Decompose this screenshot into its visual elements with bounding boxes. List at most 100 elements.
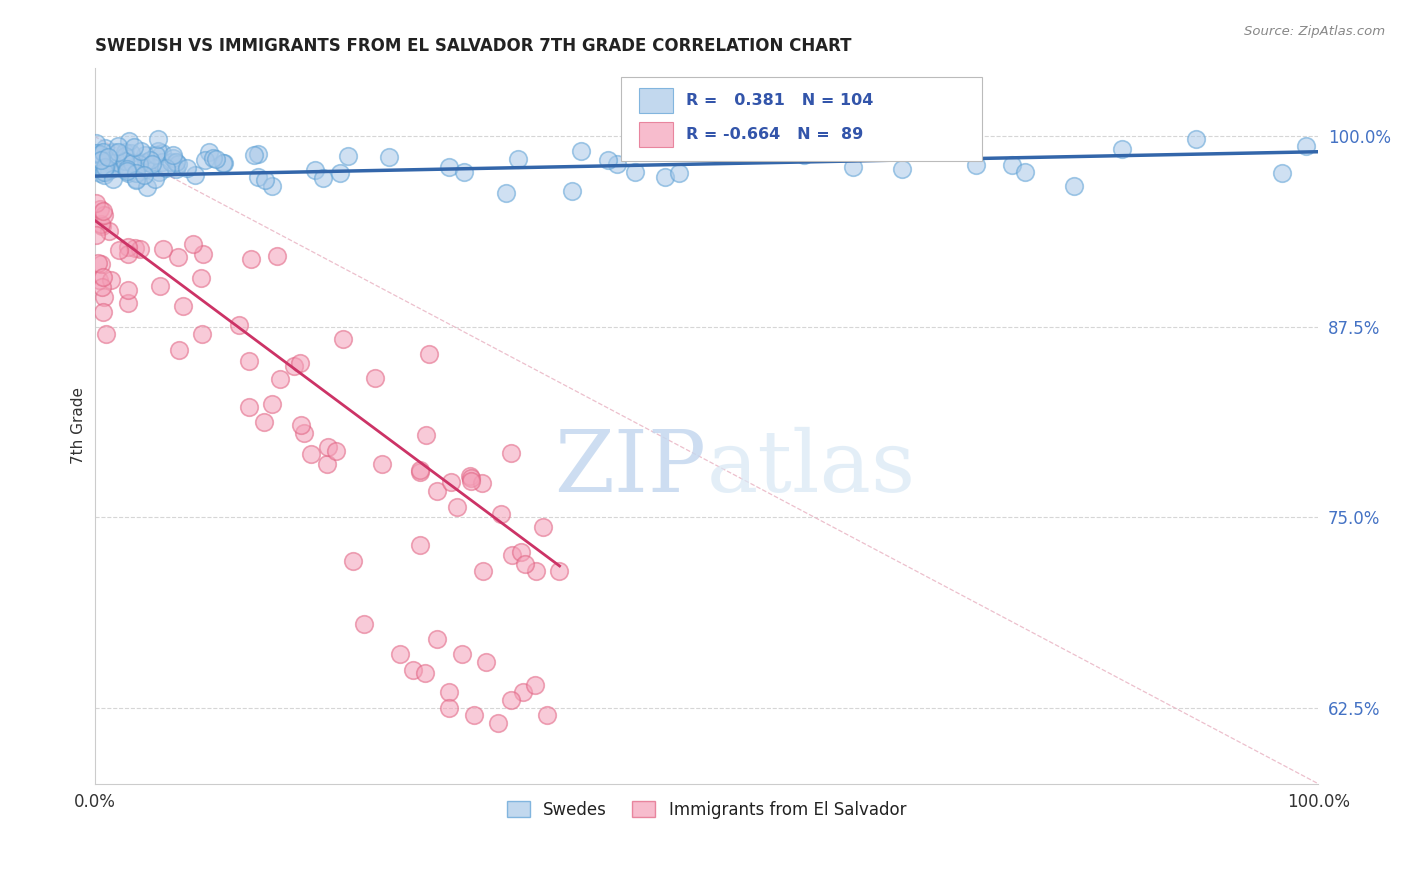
Text: R =   0.381   N = 104: R = 0.381 N = 104 xyxy=(686,94,873,109)
Point xyxy=(342,554,364,568)
Point xyxy=(162,151,184,165)
Text: ZIP: ZIP xyxy=(554,427,706,510)
Point xyxy=(149,279,172,293)
Point xyxy=(108,243,131,257)
Point xyxy=(89,147,111,161)
Point xyxy=(117,295,139,310)
Point xyxy=(94,160,117,174)
Point xyxy=(100,273,122,287)
Point xyxy=(117,166,139,180)
Point xyxy=(94,165,117,179)
Point xyxy=(460,474,482,488)
Point xyxy=(793,148,815,162)
Point xyxy=(402,663,425,677)
Point xyxy=(114,145,136,159)
Point xyxy=(495,186,517,200)
Point xyxy=(353,616,375,631)
Point xyxy=(84,136,107,150)
Point xyxy=(1295,139,1317,153)
Point xyxy=(86,145,108,160)
Point xyxy=(312,171,335,186)
Point xyxy=(128,242,150,256)
Point xyxy=(668,166,690,180)
Point xyxy=(103,161,125,175)
Point xyxy=(254,172,277,186)
Point xyxy=(260,179,283,194)
Point xyxy=(508,153,530,167)
Point xyxy=(472,564,495,578)
Point xyxy=(117,239,139,253)
Point xyxy=(103,145,125,159)
Point xyxy=(239,252,262,266)
Point xyxy=(214,155,236,169)
Point xyxy=(364,371,387,385)
Point xyxy=(531,520,554,534)
Point xyxy=(194,153,217,168)
Legend: Swedes, Immigrants from El Salvador: Swedes, Immigrants from El Salvador xyxy=(501,794,912,825)
Y-axis label: 7th Grade: 7th Grade xyxy=(72,387,86,465)
Point xyxy=(409,463,432,477)
Point xyxy=(389,648,412,662)
Point xyxy=(548,564,571,578)
Point xyxy=(84,228,107,243)
Point xyxy=(93,208,115,222)
Point xyxy=(135,180,157,194)
Point xyxy=(117,134,139,148)
Point xyxy=(125,166,148,180)
Point xyxy=(165,162,187,177)
Point xyxy=(90,257,112,271)
Text: SWEDISH VS IMMIGRANTS FROM EL SALVADOR 7TH GRADE CORRELATION CHART: SWEDISH VS IMMIGRANTS FROM EL SALVADOR 7… xyxy=(94,37,851,55)
Point xyxy=(191,327,214,342)
Point xyxy=(1111,142,1133,156)
Point xyxy=(115,164,138,178)
Point xyxy=(101,155,124,169)
Point xyxy=(569,144,592,158)
Point xyxy=(439,685,461,699)
Point xyxy=(238,400,260,414)
Point xyxy=(536,708,558,723)
Point xyxy=(891,161,914,176)
Point xyxy=(98,224,121,238)
Point xyxy=(167,156,190,170)
Point xyxy=(122,140,145,154)
Point xyxy=(84,195,107,210)
Point xyxy=(91,204,114,219)
Point xyxy=(111,161,134,176)
Point xyxy=(90,153,112,167)
Point xyxy=(91,219,114,234)
Point xyxy=(93,165,115,179)
Point xyxy=(426,483,449,498)
Point xyxy=(114,153,136,168)
Point xyxy=(117,161,139,176)
Point xyxy=(439,700,461,714)
Point xyxy=(329,165,352,179)
Point xyxy=(97,150,120,164)
Point xyxy=(756,142,779,156)
Point xyxy=(501,549,523,563)
Point xyxy=(129,144,152,158)
Point xyxy=(524,564,547,578)
Point xyxy=(150,154,173,169)
Text: R = -0.664   N =  89: R = -0.664 N = 89 xyxy=(686,127,863,142)
Point xyxy=(596,153,619,168)
Point xyxy=(191,247,214,261)
Point xyxy=(143,172,166,186)
Point xyxy=(117,247,139,261)
Point xyxy=(842,160,865,174)
Point xyxy=(1270,166,1292,180)
Point xyxy=(415,427,437,442)
Point xyxy=(134,147,156,161)
Point xyxy=(202,151,225,165)
Point xyxy=(128,155,150,169)
Point xyxy=(93,161,115,176)
Point xyxy=(148,165,170,179)
Point xyxy=(146,144,169,158)
Point xyxy=(426,632,449,646)
Point xyxy=(160,154,183,169)
Point xyxy=(512,685,534,699)
Point xyxy=(475,655,498,669)
Point xyxy=(152,243,174,257)
Point xyxy=(87,256,110,270)
Point xyxy=(486,715,509,730)
Point xyxy=(93,290,115,304)
